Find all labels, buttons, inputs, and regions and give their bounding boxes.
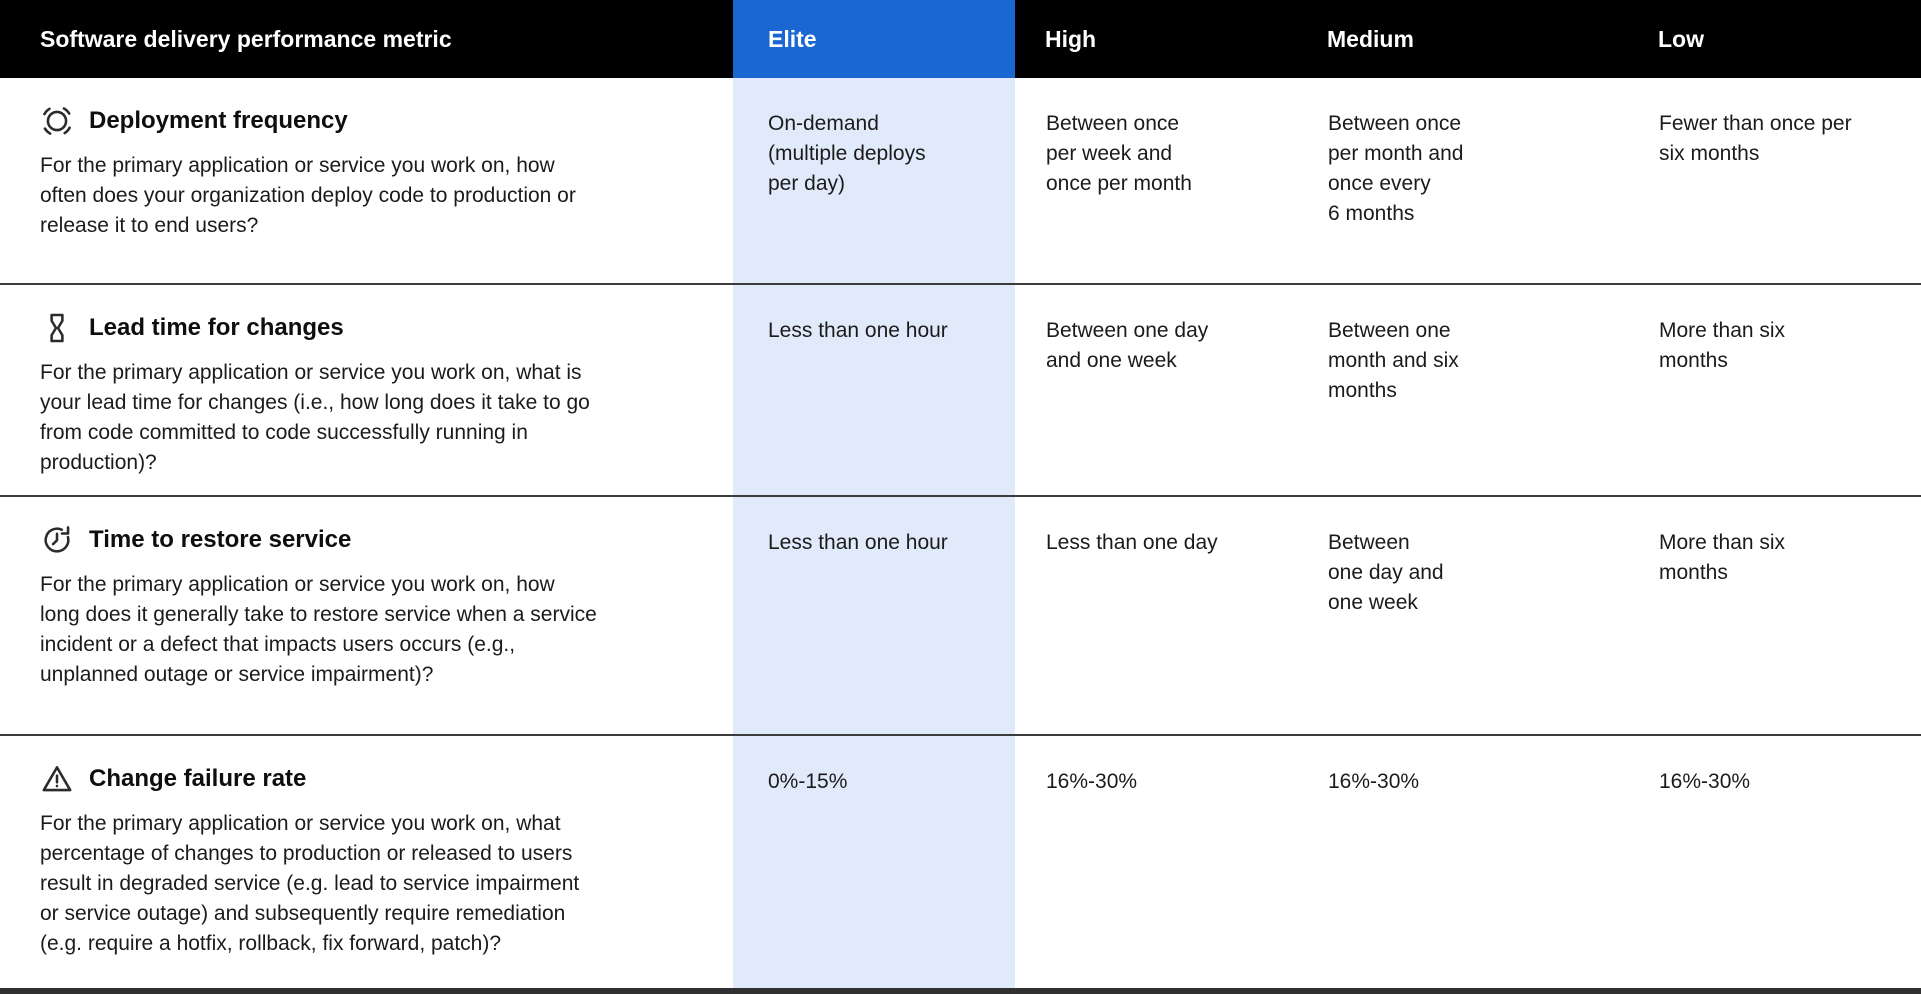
- value-high: Between once per week and once per month: [1046, 112, 1192, 195]
- metric-title: Deployment frequency: [89, 107, 348, 134]
- metric-description: For the primary application or service y…: [40, 361, 590, 474]
- value-high: 16%-30%: [1046, 770, 1138, 793]
- header-medium-label: Medium: [1327, 25, 1414, 52]
- header-high: High: [1015, 0, 1297, 78]
- value-elite: On-demand (multiple deploys per day): [733, 78, 1015, 283]
- value-medium: Between one day and one week: [1328, 531, 1444, 614]
- header-elite: Elite: [733, 0, 1015, 78]
- value-elite: Less than one hour: [733, 285, 1015, 495]
- metric-cell: Time to restore service For the primary …: [0, 497, 733, 734]
- table-row-time-to-restore: Time to restore service For the primary …: [0, 495, 1921, 734]
- header-high-label: High: [1045, 25, 1097, 52]
- value-low: More than six months: [1659, 531, 1786, 584]
- value-low: More than six months: [1659, 319, 1786, 372]
- value-low: Fewer than once per six months: [1659, 112, 1852, 165]
- value-high: Between one day and one week: [1046, 319, 1209, 372]
- restore-clock-icon: [44, 526, 70, 553]
- value-medium: Between once per month and once every 6 …: [1328, 112, 1464, 225]
- metric-title: Time to restore service: [89, 526, 352, 553]
- value-medium: 16%-30%: [1328, 770, 1420, 793]
- metric-description: For the primary application or service y…: [40, 154, 576, 237]
- header-metric-label: Software delivery performance metric: [40, 25, 452, 52]
- metric-cell: Lead time for changes For the primary ap…: [0, 285, 733, 495]
- header-medium: Medium: [1297, 0, 1628, 78]
- value-elite: 0%-15%: [733, 736, 1015, 988]
- metric-title: Lead time for changes: [89, 314, 344, 341]
- value-low: 16%-30%: [1659, 770, 1751, 793]
- deploy-cycle-icon: [41, 105, 73, 137]
- value-high: Less than one day: [1046, 531, 1218, 554]
- value-elite: Less than one hour: [733, 497, 1015, 734]
- header-low-label: Low: [1658, 25, 1704, 52]
- partial-next-section-bar: [0, 988, 1921, 994]
- table-row-deployment-frequency: Deployment frequency For the primary app…: [0, 78, 1921, 283]
- table-header-row: Software delivery performance metric Eli…: [0, 0, 1921, 78]
- metric-title: Change failure rate: [89, 765, 307, 792]
- table-row-change-failure-rate: Change failure rate For the primary appl…: [0, 734, 1921, 988]
- metric-cell: Change failure rate For the primary appl…: [0, 736, 733, 988]
- warning-triangle-icon: [42, 766, 72, 792]
- header-low: Low: [1628, 0, 1921, 78]
- metric-description: For the primary application or service y…: [40, 812, 580, 955]
- value-medium: Between one month and six months: [1328, 319, 1459, 402]
- metric-cell: Deployment frequency For the primary app…: [0, 78, 733, 283]
- hourglass-icon: [50, 313, 64, 343]
- header-elite-label: Elite: [768, 25, 817, 52]
- table-row-lead-time: Lead time for changes For the primary ap…: [0, 283, 1921, 495]
- metric-description: For the primary application or service y…: [40, 573, 597, 686]
- header-metric: Software delivery performance metric: [0, 0, 733, 78]
